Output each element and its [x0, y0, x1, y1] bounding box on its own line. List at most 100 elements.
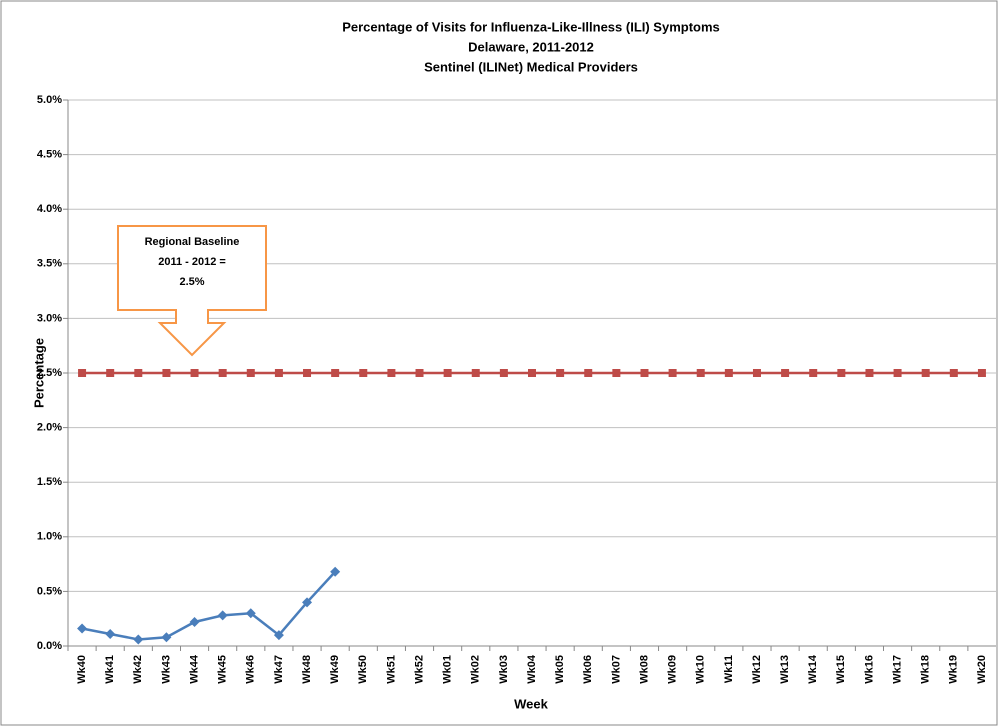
x-tick-label: Wk17 [891, 655, 903, 684]
x-tick-label: Wk09 [667, 655, 679, 684]
x-tick-label: Wk16 [863, 655, 875, 684]
x-tick-label: Wk40 [76, 655, 88, 684]
plot-area: 0.0% 0.5% 1.0% 1.5% 2.0% 2.5% 3.0% 3.5% 4.0% 4.5%… [37, 94, 996, 684]
y-tick-label: 4.0% [37, 203, 62, 215]
marker [245, 608, 256, 619]
marker [612, 369, 621, 377]
marker [77, 623, 88, 634]
x-tick-label: Wk13 [779, 655, 791, 684]
marker [331, 369, 340, 377]
marker [696, 369, 705, 377]
marker [161, 632, 172, 643]
marker [133, 634, 144, 645]
chart-subtitle: Delaware, 2011-2012 [468, 39, 594, 54]
marker [724, 369, 733, 377]
x-tick-label: Wk48 [301, 655, 313, 684]
x-tick-label: Wk04 [526, 654, 538, 684]
marker [949, 369, 958, 377]
x-tick-label: Wk47 [273, 655, 285, 684]
marker [640, 369, 649, 377]
x-tick-label: Wk51 [385, 655, 397, 684]
annotation: 2011 - 2012 = [158, 256, 226, 268]
marker [556, 369, 565, 377]
marker [499, 369, 508, 377]
y-tick-label: 3.5% [37, 258, 62, 270]
y-tick-label: 0.5% [37, 585, 62, 597]
marker [809, 369, 818, 377]
marker [837, 369, 846, 377]
marker [893, 369, 902, 377]
annotation: 2.5% [179, 276, 204, 288]
x-tick-label: Wk14 [807, 654, 819, 684]
series-line [81, 570, 337, 641]
marker [752, 369, 761, 377]
x-tick-label: Wk43 [160, 655, 172, 684]
marker [330, 566, 341, 577]
marker [781, 369, 790, 377]
chart-title: Percentage of Visits for Influenza-Like-… [342, 19, 720, 34]
marker [668, 369, 677, 377]
x-tick-label: Wk07 [610, 655, 622, 684]
marker [190, 369, 199, 377]
chart-subtitle: Sentinel (ILINet) Medical Providers [424, 59, 638, 74]
marker [274, 369, 283, 377]
y-tick-label: 0.0% [37, 640, 62, 652]
x-tick-label: Wk18 [920, 655, 932, 684]
y-tick-label: 2.5% [37, 367, 62, 379]
marker [246, 369, 255, 377]
y-tick-label: 5.0% [37, 94, 62, 106]
marker [134, 369, 143, 377]
marker [415, 369, 424, 377]
y-tick-label: 2.0% [37, 422, 62, 434]
x-tick-label: Wk10 [695, 655, 707, 684]
marker [218, 369, 227, 377]
x-tick-label: Wk05 [554, 655, 566, 684]
x-axis-title: Week [514, 696, 548, 711]
marker [162, 369, 171, 377]
marker [106, 369, 115, 377]
marker [273, 630, 284, 641]
x-tick-label: Wk06 [582, 655, 594, 684]
x-tick-label: Wk49 [329, 655, 341, 684]
y-tick-label: 4.5% [37, 149, 62, 161]
x-tick-label: Wk02 [470, 655, 482, 684]
marker [584, 369, 593, 377]
marker [528, 369, 536, 377]
x-tick-label: Wk12 [751, 655, 763, 684]
x-tick-label: Wk46 [245, 655, 257, 684]
marker [387, 369, 396, 377]
marker [303, 369, 312, 377]
marker [302, 597, 313, 608]
marker [78, 369, 87, 377]
x-tick-label: Wk01 [442, 655, 454, 684]
y-tick-label: 1.0% [37, 531, 62, 543]
x-tick-label: Wk03 [498, 655, 510, 684]
marker [443, 369, 452, 377]
marker [471, 369, 480, 377]
y-tick-label: 1.5% [37, 476, 62, 488]
x-tick-label: Wk52 [413, 655, 425, 684]
x-tick-label: Wk20 [976, 655, 988, 684]
marker [865, 369, 874, 377]
x-tick-label: Wk08 [638, 655, 650, 684]
marker [359, 369, 368, 377]
x-tick-label: Wk45 [217, 655, 229, 684]
x-tick-label: Wk50 [357, 655, 369, 684]
marker [189, 616, 200, 627]
annotation: Regional Baseline [145, 236, 240, 248]
x-tick-label: Wk15 [835, 655, 847, 684]
y-axis-title: Percentage [31, 338, 46, 408]
x-tick-label: Wk11 [723, 655, 735, 683]
x-tick-label: Wk41 [104, 655, 116, 684]
marker [977, 369, 986, 377]
marker [217, 610, 228, 621]
x-tick-label: Wk42 [132, 655, 144, 684]
marker [105, 628, 116, 639]
x-tick-label: Wk44 [188, 654, 200, 684]
marker [921, 369, 930, 377]
x-tick-label: Wk19 [948, 655, 960, 684]
y-tick-label: 3.0% [37, 312, 62, 324]
callout [117, 225, 267, 357]
